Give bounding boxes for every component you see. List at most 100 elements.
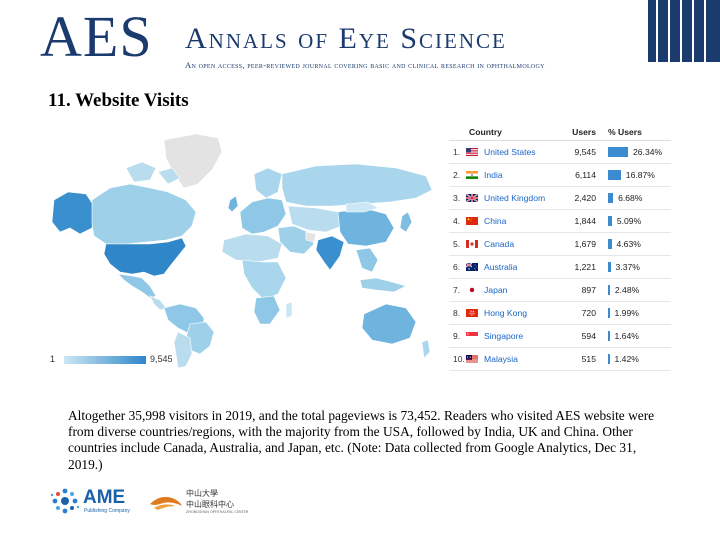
australia-flag-icon [466,262,478,272]
table-row: 5. Canada 1,679 4.63% [449,232,671,256]
us-flag-icon [466,147,478,157]
country-link[interactable]: Malaysia [484,347,560,371]
row-rank: 10. [449,347,466,371]
zhongshan-eye-icon [150,496,182,510]
user-share-pct: 16.87% [625,169,655,180]
table-row: 8. Hong Kong 720 1.99% [449,301,671,325]
user-share-pct: 1.42% [614,353,639,364]
map-central-america [149,295,167,311]
map-canada [91,183,197,245]
user-share-bar [608,284,610,295]
china-flag-icon [466,216,478,226]
singapore-flag-icon [466,331,478,341]
table-header-row: Country Users % Users [449,124,671,141]
map-china [337,207,395,247]
user-share-pct: 5.09% [616,215,642,226]
map-mongolia [345,201,379,213]
user-share-pct: 4.63% [616,238,641,249]
user-share-bar [608,307,610,318]
country-link[interactable]: China [484,209,560,233]
user-share-pct: 1.64% [614,330,639,341]
uk-flag-icon [466,193,478,203]
user-count: 1,844 [560,209,600,233]
row-rank: 4. [449,209,466,233]
table-row: 2. India 6,114 16.87% [449,163,671,187]
map-legend-max: 9,545 [150,354,173,364]
country-link[interactable]: Japan [484,278,560,302]
hongkong-flag-icon [466,308,478,318]
row-rank: 8. [449,301,466,325]
country-table: Country Users % Users 1. United States 9,5… [449,124,671,371]
user-share-pct: 26.34% [633,146,663,157]
user-share-bar [608,330,610,341]
user-share-pct: 6.68% [618,192,643,203]
map-europe [239,197,287,235]
row-rank: 2. [449,163,466,187]
user-share-bar [608,215,612,226]
row-rank: 3. [449,186,466,210]
journal-tagline: An open access, peer-reviewed journal co… [185,60,545,70]
aes-logo: AES [40,4,153,69]
country-link[interactable]: Australia [484,255,560,279]
map-greenland [163,133,223,189]
map-south-africa [253,295,281,325]
user-count: 594 [560,324,600,348]
user-count: 515 [560,347,600,371]
table-row: 4. China 1,844 5.09% [449,209,671,233]
user-share-bar [608,261,611,272]
map-usa [103,237,187,277]
header-country: Country [449,124,560,141]
user-count: 6,114 [560,163,600,187]
ame-subtitle: Publishing Company [84,508,130,514]
user-share-bar [608,169,621,180]
map-legend-gradient [64,356,146,364]
journal-name: Annals of Eye Science [185,22,507,55]
malaysia-flag-icon [466,354,478,364]
user-share-bar [608,146,628,157]
header-pct-users: % Users [600,124,671,141]
user-share-pct: 2.48% [614,284,640,295]
row-rank: 9. [449,324,466,348]
table-row: 10. Malaysia 515 1.42% [449,347,671,371]
zhongshan-english-text: ZHONGSHAN OPHTHALMIC CENTER [186,510,249,514]
map-south-america-south [173,331,193,368]
zhongshan-univ-text: 中山大學 [186,489,218,498]
user-share-pct: 3.37% [615,261,640,272]
user-share-pct: 1.99% [614,307,639,318]
map-new-zealand [421,339,431,359]
user-count: 1,221 [560,255,600,279]
country-link[interactable]: Canada [484,232,560,256]
row-rank: 6. [449,255,466,279]
zhongshan-logo: 中山大學 中山眼科中心 ZHONGSHAN OPHTHALMIC CENTER [148,488,248,516]
table-body: 1. United States 9,545 26.34% 2. India 6,114 16… [449,140,671,371]
india-flag-icon [466,170,478,180]
summary-paragraph: Altogether 35,998 visitors in 2019, and … [68,408,655,472]
map-mexico [117,273,157,299]
country-link[interactable]: United States [484,140,560,164]
ame-name: AME [83,487,126,508]
map-uk [227,195,239,213]
header-users: Users [560,124,600,141]
map-australia [361,303,417,345]
zhongshan-center-text: 中山眼科中心 [186,500,234,509]
country-link[interactable]: Hong Kong [484,301,560,325]
world-map [46,128,438,368]
slide-title: 11. Website Visits [48,90,189,111]
table-row: 9. Singapore 594 1.64% [449,324,671,348]
country-link[interactable]: Singapore [484,324,560,348]
country-link[interactable]: India [484,163,560,187]
user-share-bar [608,192,614,203]
map-russia [281,163,433,207]
user-count: 897 [560,278,600,302]
slide-header: AES Annals of Eye Science An open access… [0,0,720,82]
user-count: 720 [560,301,600,325]
map-alaska [51,191,95,235]
ame-dots-icon [50,488,80,514]
country-link[interactable]: United Kingdom [484,186,560,210]
map-no-data-asia [305,231,317,243]
table-row: 1. United States 9,545 26.34% [449,140,671,164]
map-madagascar [285,301,293,319]
map-indonesia [359,277,407,293]
row-rank: 5. [449,232,466,256]
corner-decoration [648,0,720,62]
